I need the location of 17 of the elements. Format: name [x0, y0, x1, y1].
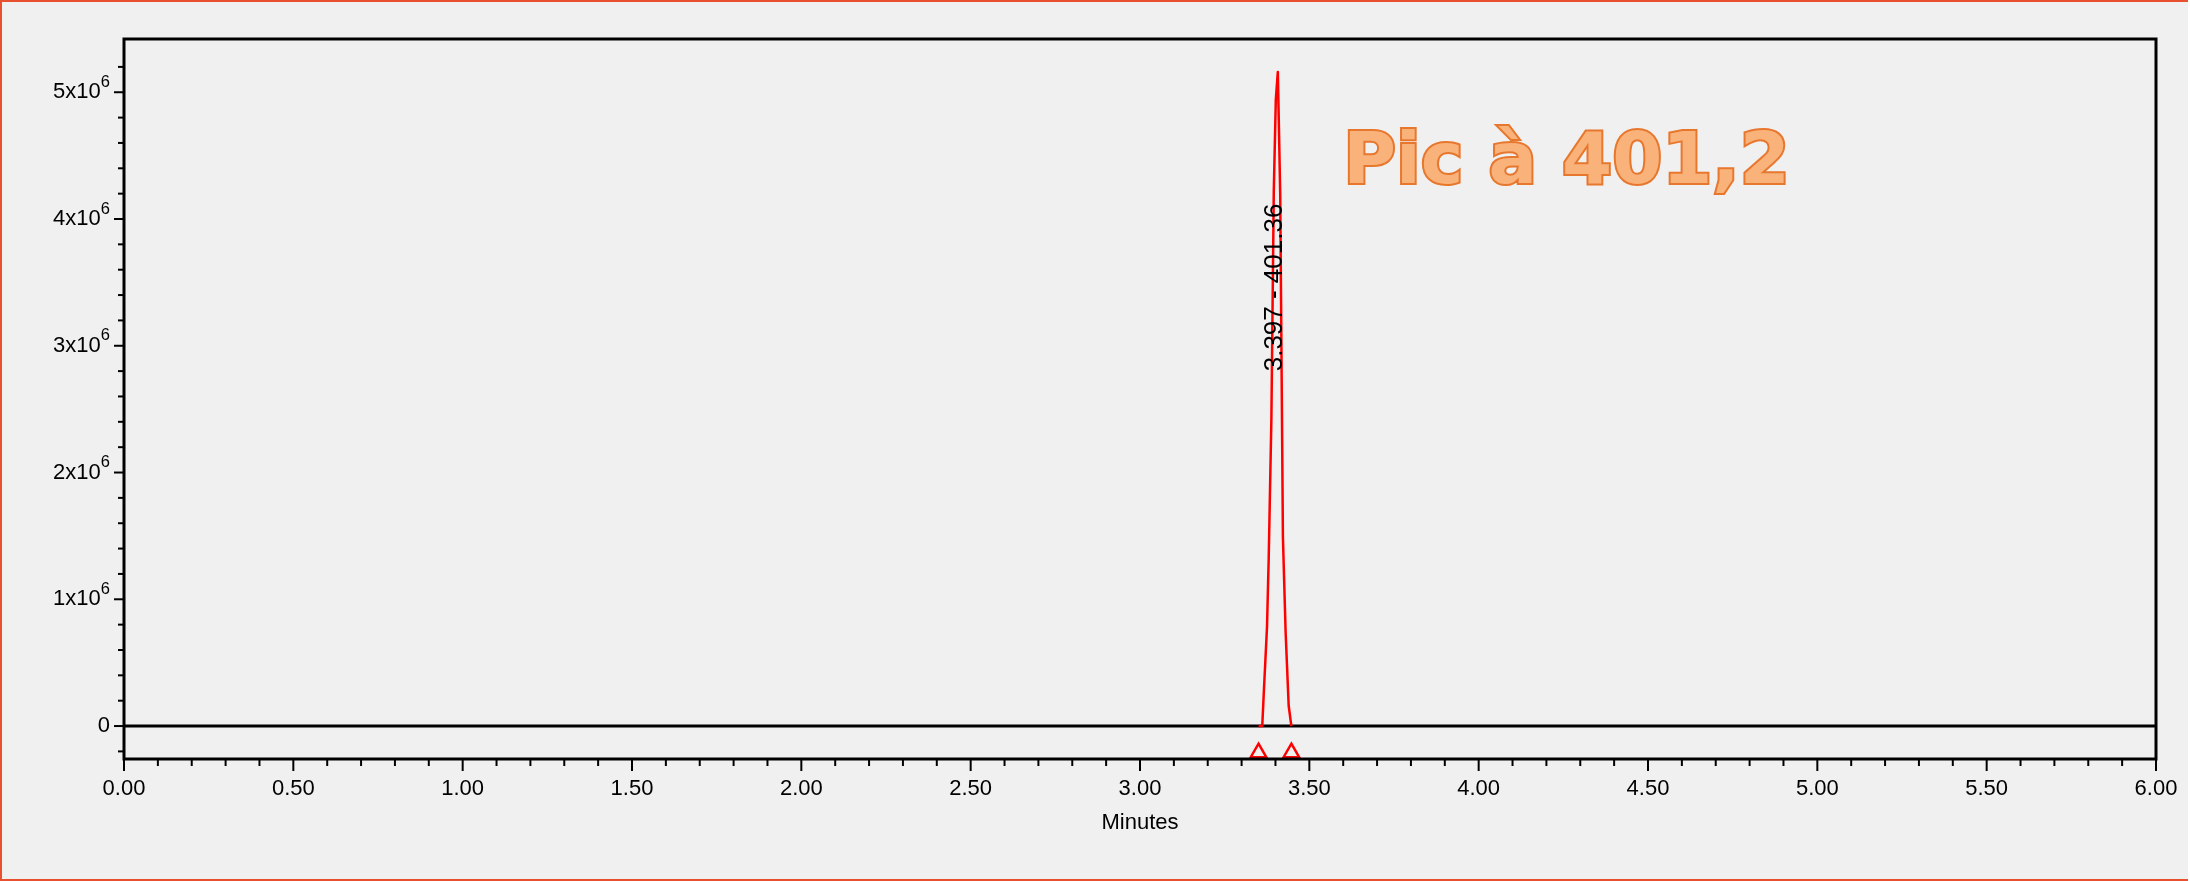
x-tick-label: 1.50: [610, 775, 654, 801]
x-tick-label: 0.50: [271, 775, 315, 801]
y-tick-label: 0: [97, 712, 111, 738]
annotation: Pic à 401,2: [1343, 115, 1790, 200]
x-tick-label: 3.00: [1118, 775, 1162, 801]
x-tick-label: 4.50: [1626, 775, 1670, 801]
annotation: 3.397 - 401.36: [1257, 203, 1288, 372]
x-tick-label: 3.50: [1287, 775, 1331, 801]
x-tick-label: 5.00: [1795, 775, 1839, 801]
x-tick-label: 1.00: [441, 775, 485, 801]
x-tick-label: 2.50: [949, 775, 993, 801]
x-tick-label: 0.00: [102, 775, 146, 801]
x-axis-title: Minutes: [1101, 809, 1179, 835]
x-tick-label: 6.00: [2134, 775, 2178, 801]
x-tick-label: 2.00: [779, 775, 823, 801]
x-tick-label: 4.00: [1457, 775, 1501, 801]
x-tick-label: 5.50: [1965, 775, 2009, 801]
